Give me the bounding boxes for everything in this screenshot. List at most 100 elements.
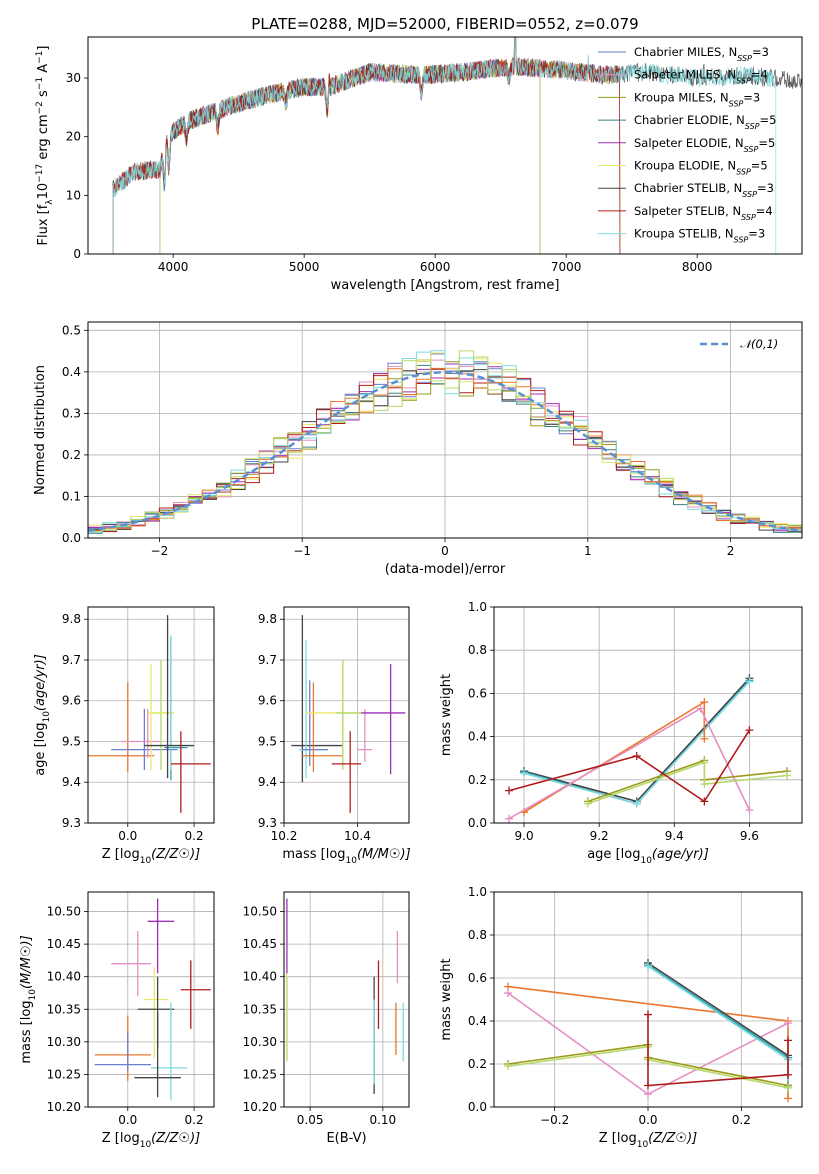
weight-marker (644, 1081, 652, 1090)
x-tick-label: 6000 (420, 260, 451, 274)
weight-marker (784, 1070, 792, 1079)
normal-curve (87, 371, 800, 532)
legend-entry: Chabrier MILES, NSSP=3 (634, 45, 769, 63)
y-tick-label: 9.4 (258, 775, 277, 789)
weight-marker (644, 1090, 652, 1099)
x-tick-label: 10.4 (344, 829, 371, 843)
error-bar (151, 1002, 188, 1101)
y-tick-label: 10.25 (243, 1067, 277, 1081)
axes-frame (87, 891, 215, 1108)
y-tick-label: 9.5 (258, 734, 277, 748)
y-tick-label: 0.2 (62, 448, 81, 462)
y-tick-label: 1.0 (468, 600, 487, 614)
weight-marker (696, 704, 705, 713)
y-tick-label: 0.2 (468, 1057, 487, 1071)
weight-line (508, 729, 751, 803)
y-tick-label: 0.0 (468, 1100, 487, 1114)
y-tick-label: 10.20 (47, 1100, 81, 1114)
x-tick-label: 0.2 (185, 829, 204, 843)
weight-marker (784, 1083, 792, 1092)
legend-entry: Kroupa ELODIE, NSSP=5 (634, 159, 768, 177)
error-bar (291, 615, 343, 783)
error-bar (121, 708, 161, 758)
weight-marker (644, 1010, 652, 1019)
x-axis-label: Z [log10(Z/Z☉)] (102, 847, 200, 866)
axes-frame (87, 606, 215, 824)
error-bar (94, 1015, 151, 1081)
weight-marker (782, 771, 791, 780)
x-tick-label: 0.2 (732, 1113, 751, 1127)
x-tick-label: 0.0 (638, 1113, 657, 1127)
error-bar (144, 615, 195, 779)
x-tick-label: 8000 (682, 260, 713, 274)
weight-marker (745, 806, 754, 815)
legend: Chabrier MILES, NSSP=3 Salpeter MILES, NS… (598, 45, 776, 244)
weight-marker (644, 962, 652, 971)
y-tick-label: 0.0 (62, 531, 81, 545)
x-tick-label: 9.4 (665, 829, 684, 843)
x-tick-label: 0.0 (118, 1113, 137, 1127)
weight-marker (505, 786, 514, 795)
chart-residual-histogram: −2 −1 0 1 2 0.0 0.1 0.2 0.3 0.4 0.5 (data-model)/er… (33, 321, 803, 577)
error-bar (335, 659, 362, 771)
weight-marker (700, 780, 709, 789)
y-axis-label: mass [log10(M/M☉)] (19, 935, 38, 1063)
x-axis-label: wavelength [Angstrom, rest frame] (331, 278, 560, 293)
error-bar (170, 731, 211, 813)
x-tick-label: 5000 (289, 260, 320, 274)
chart-age-vs-mass: 10.2 10.4 9.3 9.4 9.5 9.6 9.7 9.8 mass [log10(M/… (258, 606, 411, 866)
weight-line (587, 759, 788, 803)
axes-frame (87, 36, 803, 255)
x-tick-label: 0 (441, 544, 449, 558)
y-tick-label: 10.35 (243, 1002, 277, 1016)
y-tick-label: 10.45 (243, 937, 277, 951)
weight-line (647, 965, 789, 1088)
weight-marker (505, 814, 514, 823)
axes-frame (87, 321, 803, 539)
y-tick-label: 10.35 (47, 1002, 81, 1016)
y-axis-label: mass weight (439, 958, 454, 1040)
x-tick-label: 9.0 (515, 829, 534, 843)
x-tick-label: 2 (727, 544, 735, 558)
x-tick-label: 9.2 (590, 829, 609, 843)
error-bar (302, 682, 343, 773)
y-tick-label: 0.5 (62, 323, 81, 337)
error-bar (302, 680, 329, 766)
error-bar (111, 931, 151, 997)
histogram-series (88, 350, 802, 532)
weight-marker (784, 1094, 792, 1103)
error-bar (331, 731, 362, 813)
y-tick-label: 0.4 (468, 730, 487, 744)
x-tick-label: 10.2 (271, 829, 298, 843)
y-tick-label: 9.3 (258, 816, 277, 830)
error-bar (134, 1012, 181, 1098)
chart-weight-vs-Z: −0.2 0.0 0.2 0.0 0.2 0.4 0.6 0.8 1.0 Z [log10(Z/Z… (439, 885, 803, 1150)
error-bar (94, 1032, 151, 1072)
legend-entry: Chabrier ELODIE, NSSP=5 (634, 113, 776, 131)
axes-frame (283, 606, 410, 824)
spectrum-line (112, 37, 777, 254)
x-axis-label: (data-model)/error (385, 562, 506, 577)
weight-line (647, 962, 789, 1086)
y-tick-label: 0.0 (468, 816, 487, 830)
y-tick-label: 9.6 (258, 694, 277, 708)
y-tick-label: 10.40 (47, 970, 81, 984)
y-tick-label: 10.45 (47, 937, 81, 951)
y-tick-label: 0.1 (62, 489, 81, 503)
weight-line (523, 679, 750, 805)
x-tick-label: 0.10 (369, 1113, 396, 1127)
x-axis-label: Z [log10(Z/Z☉)] (599, 1131, 697, 1150)
legend-entry: Salpeter ELODIE, NSSP=5 (634, 136, 775, 154)
x-tick-label: −0.2 (540, 1113, 569, 1127)
y-tick-label: 0.8 (468, 643, 487, 657)
axes-frame (493, 891, 803, 1108)
x-axis-label: mass [log10(M/M☉)] (282, 847, 410, 866)
y-tick-label: 0.4 (468, 1014, 487, 1028)
axes-frame (493, 606, 803, 824)
x-axis-label: E(B-V) (326, 1131, 366, 1146)
y-axis-label: mass weight (439, 674, 454, 756)
weight-marker (632, 752, 641, 761)
weight-marker (745, 726, 754, 735)
error-bar (111, 708, 178, 771)
y-tick-label: 10.30 (47, 1035, 81, 1049)
